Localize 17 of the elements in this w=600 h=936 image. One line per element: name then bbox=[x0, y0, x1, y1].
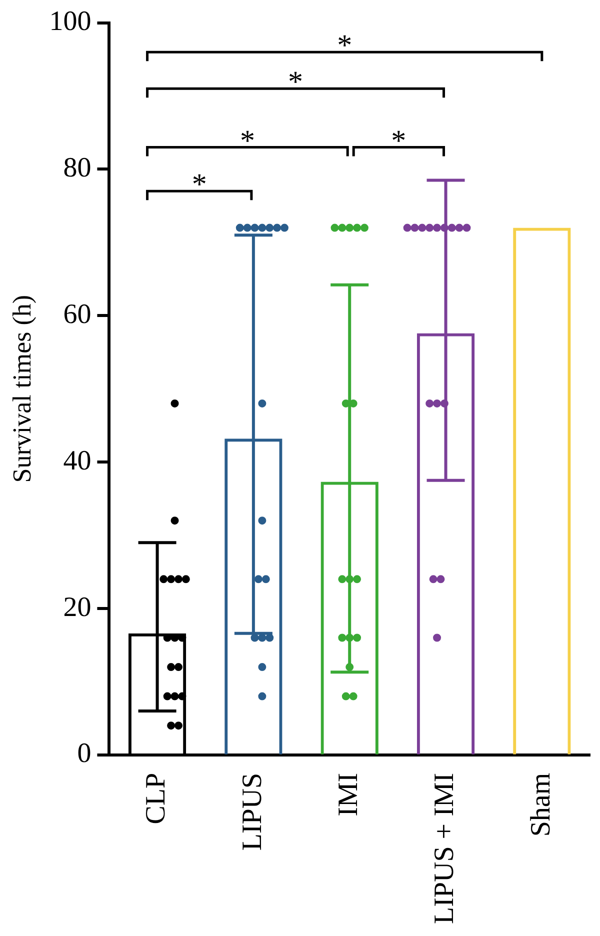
y-tick-label: 0 bbox=[77, 738, 92, 770]
annotation: * bbox=[391, 124, 406, 158]
x-tick-label: LIPUS + IMI bbox=[429, 772, 460, 924]
y-tick-label: 80 bbox=[63, 152, 92, 184]
annotation: * bbox=[192, 168, 207, 202]
y-axis-title: Survival times (h) bbox=[7, 294, 36, 483]
x-tick-label: LIPUS bbox=[236, 772, 268, 851]
annotation: * bbox=[240, 124, 255, 158]
y-tick-label: 20 bbox=[63, 592, 92, 623]
annotation: * bbox=[288, 66, 304, 99]
annotation: * bbox=[337, 29, 352, 62]
y-tick-label: 40 bbox=[63, 445, 92, 476]
x-tick-label: Sham bbox=[525, 772, 556, 837]
x-tick-label: IMI bbox=[332, 772, 364, 816]
x-tick-label: CLP bbox=[140, 772, 172, 824]
y-tick-label: 60 bbox=[63, 298, 92, 330]
y-tick-label: 100 bbox=[49, 6, 92, 38]
